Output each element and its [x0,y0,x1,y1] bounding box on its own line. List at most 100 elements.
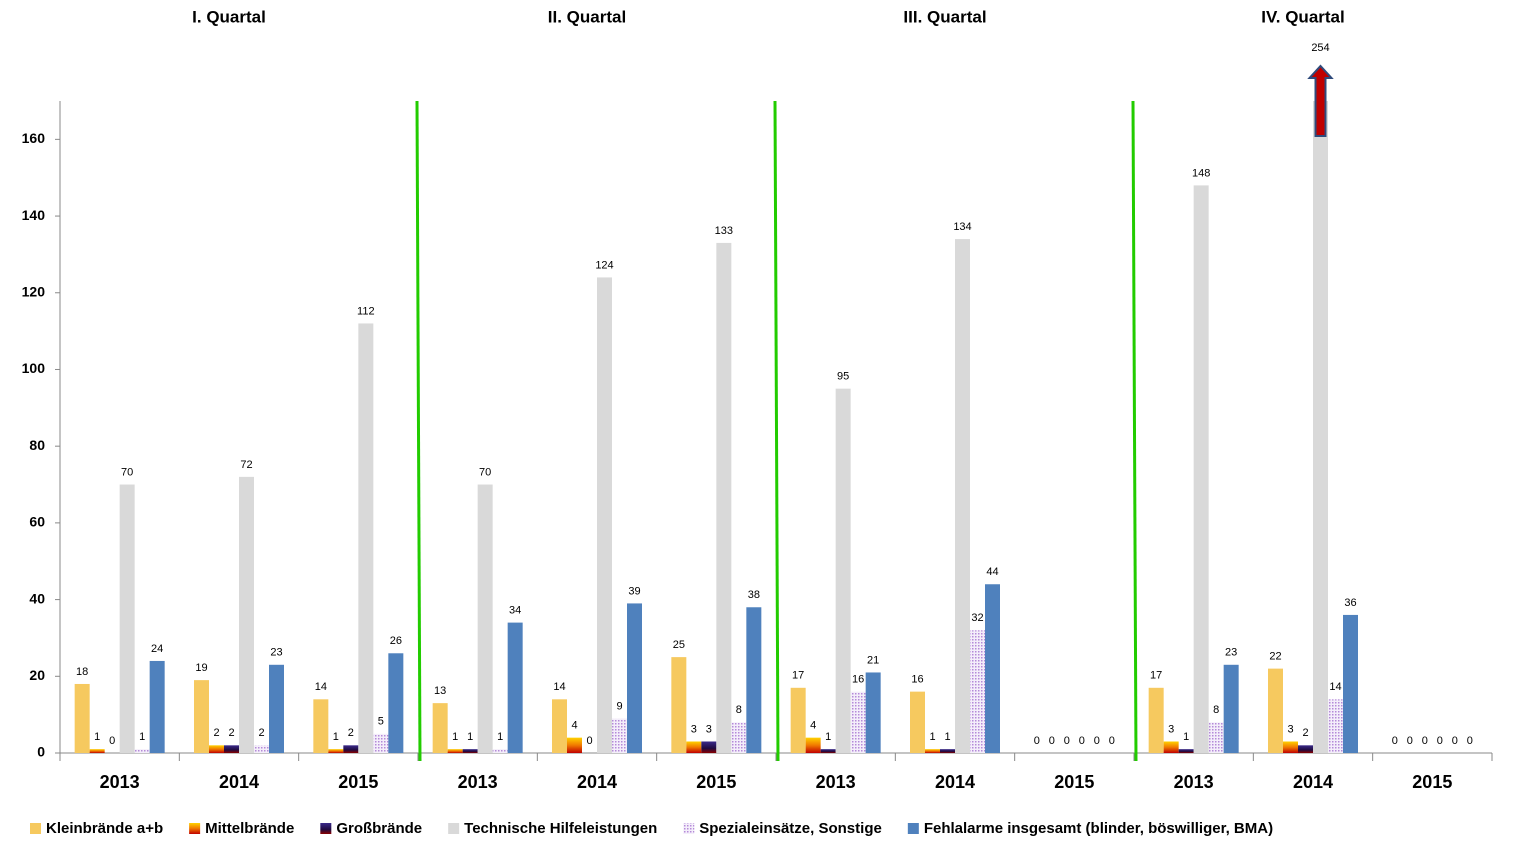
value-label: 8 [1213,704,1219,716]
bar [194,680,209,753]
value-label: 5 [378,716,384,728]
x-tick-label: 2014 [1293,772,1333,792]
value-label: 38 [748,589,760,601]
quarter-divider [773,100,780,762]
y-tick-label: 140 [22,207,46,223]
bar [865,672,881,753]
y-tick-label: 40 [29,590,45,606]
legend-label: Großbrände [336,820,422,837]
bar [910,691,925,753]
bar [1298,745,1313,753]
bar [671,657,687,753]
value-label: 1 [94,731,100,743]
bar [925,749,940,753]
value-label: 21 [867,654,879,666]
bar [492,749,508,753]
bar [1313,101,1328,753]
value-label: 70 [121,466,133,478]
x-tick-label: 2015 [1054,772,1094,792]
value-label: 0 [1437,735,1443,747]
value-label: 124 [595,259,613,271]
bar [462,749,478,753]
bar [701,741,717,753]
value-label: 254 [1311,42,1329,54]
bar [119,484,135,753]
value-label: 1 [139,731,145,743]
bar [985,584,1000,753]
legend-swatch [320,823,332,834]
overflow-arrow [1307,64,1334,137]
bar [940,749,955,753]
x-tick-label: 2013 [458,772,498,792]
bar [224,745,239,753]
bar [1283,741,1298,753]
legend-swatch [30,823,41,834]
value-label: 134 [953,221,971,233]
legend-label: Spezialeinsätze, Sonstige [699,820,882,837]
bar [1148,687,1164,753]
bar [149,660,165,753]
bar [1178,749,1194,753]
value-label: 0 [586,735,592,747]
legend-label: Technische Hilfeleistungen [464,820,657,837]
quarter-title: IV. Quartal [1261,7,1344,26]
legend-label: Kleinbrände a+b [46,820,163,837]
bar [970,630,985,753]
legend-swatch [189,823,201,834]
value-label: 34 [509,605,521,617]
x-tick-label: 2013 [1174,772,1214,792]
bar [373,733,389,753]
x-tick-label: 2015 [1412,772,1452,792]
y-tick-label: 100 [22,360,46,376]
bar [746,607,762,753]
y-tick-label: 0 [37,744,45,760]
value-label: 1 [944,731,950,743]
value-label: 24 [151,643,163,655]
value-label: 3 [691,723,697,735]
bar [597,277,612,753]
bar [1163,741,1179,753]
bar [567,737,582,753]
y-tick-label: 120 [22,283,46,299]
quarter-title: I. Quartal [192,7,266,26]
bar [627,603,642,753]
bar [1208,722,1224,753]
bar [820,749,836,753]
bar [313,699,329,753]
value-label: 133 [715,225,733,237]
x-tick-label: 2015 [338,772,378,792]
value-label: 1 [452,731,458,743]
value-label: 1 [467,731,473,743]
x-tick-label: 2014 [935,772,975,792]
value-label: 0 [1049,735,1055,747]
value-label: 2 [1302,727,1308,739]
value-label: 95 [837,371,849,383]
value-label: 22 [1269,651,1281,663]
x-tick-label: 2013 [100,772,140,792]
value-label: 1 [1183,731,1189,743]
value-label: 72 [240,459,252,471]
bar [686,741,702,753]
value-label: 0 [1064,735,1070,747]
value-label: 0 [1467,735,1473,747]
bar [850,691,866,753]
value-label: 0 [1094,735,1100,747]
quarter-title: II. Quartal [548,7,626,26]
value-label: 1 [929,731,935,743]
y-tick-label: 20 [29,667,45,683]
value-label: 0 [1079,735,1085,747]
value-label: 39 [628,585,640,597]
value-label: 19 [195,662,207,674]
value-label: 2 [213,727,219,739]
bar [328,749,344,753]
legend-label: Mittelbrände [205,820,294,837]
value-label: 0 [1422,735,1428,747]
value-label: 2 [228,727,234,739]
x-tick-label: 2015 [696,772,736,792]
value-label: 148 [1192,167,1210,179]
bar [239,476,254,753]
bar [716,242,732,753]
value-label: 18 [76,666,88,678]
value-label: 9 [616,700,622,712]
